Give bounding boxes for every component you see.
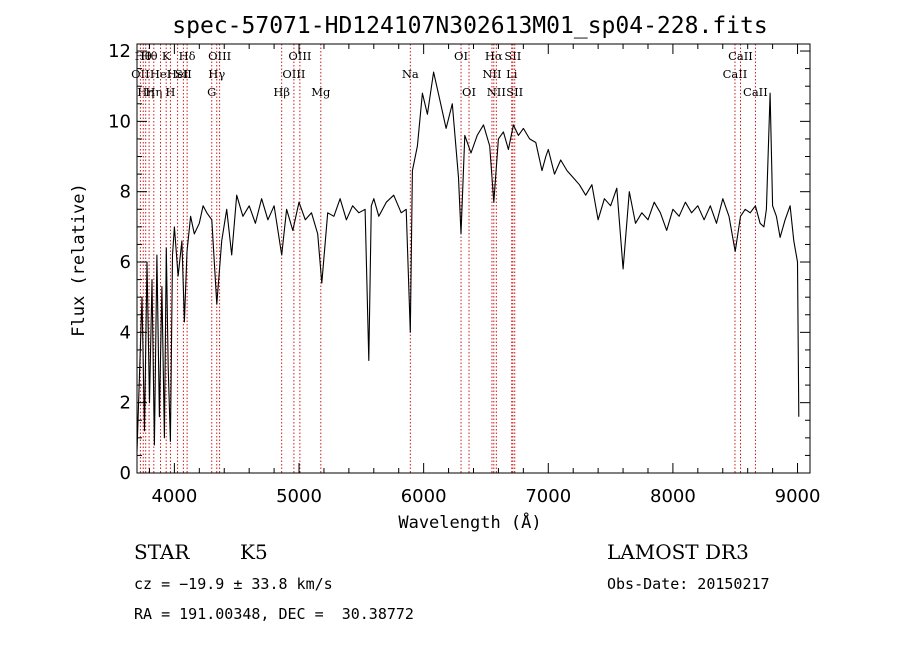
coordinates: RA = 191.00348, DEC = 30.38772: [134, 605, 414, 623]
line-marker-label: H: [165, 85, 175, 99]
line-marker-label: OI: [454, 49, 468, 63]
object-class: STAR: [134, 540, 190, 564]
y-tick-label: 12: [108, 41, 131, 62]
line-marker-label: HeI: [167, 67, 188, 81]
x-axis-ticks: 4000 5000 6000 7000 8000 9000: [148, 44, 821, 507]
line-marker-label: Hθ: [135, 49, 152, 63]
line-marker-label: SII: [504, 49, 521, 63]
line-marker-label: Hη: [137, 85, 154, 99]
y-tick-label: 4: [120, 322, 131, 343]
plot-frame: [136, 43, 811, 474]
object-subclass: K5: [240, 540, 268, 564]
y-axis-ticks: 0 2 4 6 8 10 12: [108, 41, 810, 484]
line-marker-label: Na: [402, 67, 419, 81]
x-tick-label: 5000: [276, 486, 322, 507]
y-tick-label: 6: [120, 252, 131, 273]
line-marker-label: OIII: [282, 67, 305, 81]
line-marker-label: NII: [487, 85, 506, 99]
y-tick-label: 8: [120, 182, 131, 203]
x-tick-label: 6000: [401, 486, 447, 507]
line-marker-label: OI: [462, 85, 476, 99]
line-marker-label: Hδ: [179, 49, 196, 63]
line-marker-label: SII: [175, 67, 192, 81]
line-marker-label: Mg: [311, 85, 331, 99]
y-axis-label: Flux (relative): [69, 183, 89, 337]
line-marker-label: SII: [506, 85, 523, 99]
y-tick-label: 2: [120, 393, 131, 414]
x-axis-label: Wavelength (Å): [398, 511, 541, 533]
line-marker-label: Li: [506, 67, 518, 81]
line-marker-label: CaII: [723, 67, 748, 81]
line-marker-label: CaII: [728, 49, 753, 63]
spectrum-series: [136, 71, 800, 452]
line-marker-label: K: [162, 49, 171, 63]
line-marker-label: Hβ: [273, 85, 290, 99]
line-marker-label: CaII: [743, 85, 768, 99]
observation-date: Obs-Date: 20150217: [607, 575, 770, 593]
line-marker-label: OII: [131, 67, 150, 81]
survey-name: LAMOST DR3: [607, 540, 749, 564]
line-marker-label: Hγ: [208, 67, 225, 81]
x-tick-label: 4000: [151, 486, 197, 507]
spectrum-line-flux: [136, 71, 800, 452]
x-tick-label: 8000: [650, 486, 696, 507]
line-marker-label: OIII: [208, 49, 231, 63]
line-marker-label: Hα: [485, 49, 503, 63]
line-marker-label: Hη: [145, 85, 162, 99]
line-marker-label: HeI: [150, 67, 171, 81]
x-tick-label: 9000: [775, 486, 821, 507]
line-marker-label: NII: [482, 67, 501, 81]
line-marker-label: OIII: [288, 49, 311, 63]
redshift-value: cz = −19.9 ± 33.8 km/s: [134, 575, 333, 593]
line-marker-label: G: [207, 85, 216, 99]
y-tick-label: 10: [108, 111, 131, 132]
x-tick-label: 7000: [525, 486, 571, 507]
line-markers: OIIHθHηHθHηHeIKHHeISIIHδGHγOIIIHβOIIIOII…: [131, 44, 768, 473]
y-tick-label: 0: [120, 463, 131, 484]
chart-title: spec-57071-HD124107N302613M01_sp04-228.f…: [172, 13, 767, 39]
